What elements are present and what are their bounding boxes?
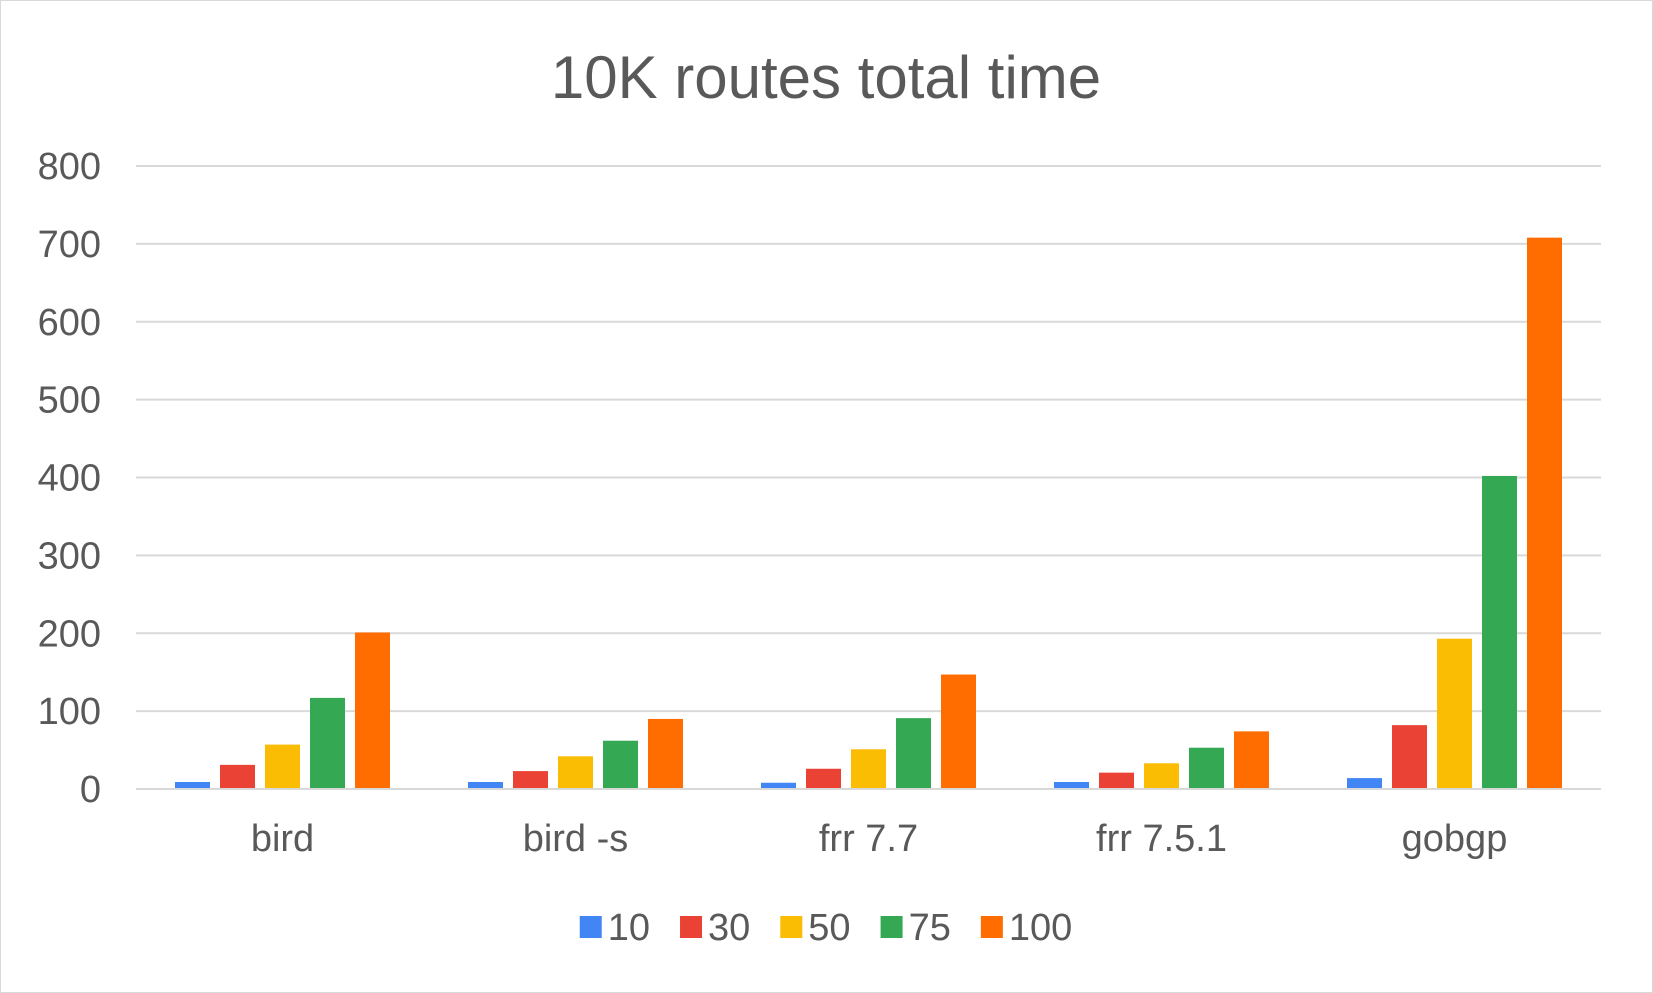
bar-frr-7-7-50	[851, 749, 886, 789]
bar-bird-s-10	[468, 781, 503, 789]
bar-bird-50	[265, 744, 300, 789]
y-tick-label: 200	[38, 613, 101, 655]
bars	[175, 237, 1562, 789]
bar-gobgp-10	[1347, 778, 1382, 789]
bar-frr-7-7-30	[806, 768, 841, 789]
bar-bird-s-50	[558, 756, 593, 789]
bar-frr-7-5-1-50	[1144, 763, 1179, 789]
bar-bird-100	[355, 632, 390, 789]
x-category-label: bird	[251, 818, 314, 860]
bar-frr-7-7-100	[941, 674, 976, 789]
bar-frr-7-5-1-100	[1234, 731, 1269, 789]
y-tick-label: 700	[38, 224, 101, 266]
bar-gobgp-100	[1527, 237, 1562, 789]
bar-frr-7-5-1-30	[1099, 772, 1134, 789]
bar-bird-30	[220, 764, 255, 789]
y-tick-label: 600	[38, 302, 101, 344]
legend-swatch	[980, 916, 1003, 938]
legend-label: 50	[808, 907, 850, 949]
legend-label: 100	[1009, 907, 1072, 949]
x-category-label: frr 7.5.1	[1096, 818, 1227, 860]
bar-gobgp-30	[1392, 725, 1427, 789]
bar-bird-s-30	[513, 771, 548, 789]
y-tick-label: 100	[38, 691, 101, 733]
y-tick-label: 300	[38, 535, 101, 577]
y-tick-label: 400	[38, 458, 101, 500]
bar-bird-s-100	[648, 718, 683, 789]
bar-frr-7-7-75	[896, 718, 931, 789]
legend-label: 10	[608, 907, 650, 949]
bar-bird-75	[310, 697, 345, 789]
x-axis-categories: bird bird -s frr 7.7 frr 7.5.1 gobgp	[251, 818, 1508, 860]
y-tick-label: 0	[80, 769, 101, 811]
gridlines	[136, 165, 1601, 713]
chart-title: 10K routes total time	[551, 44, 1101, 111]
bar-bird-s-75	[603, 740, 638, 789]
x-category-label: frr 7.7	[819, 818, 918, 860]
bar-gobgp-75	[1482, 475, 1517, 789]
bar-gobgp-50	[1437, 638, 1472, 789]
bar-frr-7-7-10	[761, 782, 796, 789]
y-axis-ticks: 0 100 200 300 400 500 600 700 800	[38, 146, 101, 811]
legend-swatch	[680, 916, 703, 938]
legend-swatch	[780, 916, 803, 938]
legend-swatch	[579, 916, 602, 938]
legend: 10 30 50 75 100	[579, 907, 1072, 949]
y-tick-label: 800	[38, 146, 101, 188]
bar-frr-7-5-1-10	[1054, 781, 1089, 789]
y-tick-label: 500	[38, 380, 101, 422]
x-category-label: bird -s	[523, 818, 629, 860]
bar-frr-7-5-1-75	[1189, 747, 1224, 789]
x-category-label: gobgp	[1402, 818, 1508, 860]
legend-label: 75	[909, 907, 951, 949]
bar-bird-10	[175, 781, 210, 789]
legend-swatch	[880, 916, 903, 938]
legend-label: 30	[708, 907, 750, 949]
